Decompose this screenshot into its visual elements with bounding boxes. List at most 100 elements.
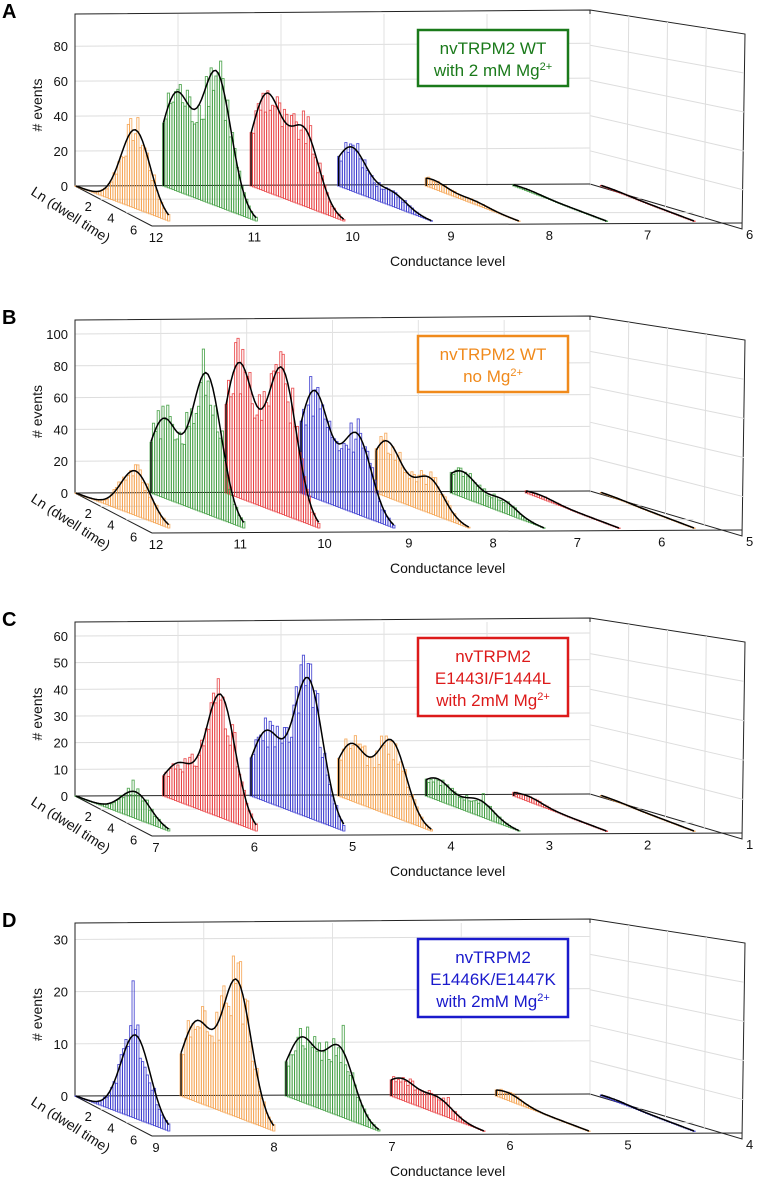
x-tick-label: 6 [658,534,665,549]
histogram-bar [329,1061,333,1114]
x-tick-label: 5 [349,839,356,854]
histogram-bar [194,412,198,511]
histogram-bar [166,776,170,799]
fit-curve [601,794,695,832]
histogram-bar [399,1081,403,1101]
fit-curve [496,1089,590,1132]
x-tick-label: 6 [251,840,258,855]
gridline [626,924,630,1107]
histogram-bar [394,743,398,818]
histogram-bar [415,1088,419,1107]
x-tick-label: 7 [388,1139,395,1154]
histogram-bar [107,803,111,810]
histogram-bar [178,768,182,803]
histogram-bar [474,800,478,816]
histogram-bar [285,113,289,200]
histogram-bar [401,770,405,821]
histogram-bar [280,742,284,809]
histogram-bar [204,394,208,515]
legend-superscript: 2+ [540,61,553,73]
histogram-bar [346,744,350,801]
histogram-bar [211,692,216,816]
fit-curve [513,791,607,832]
histogram-bar [141,800,145,822]
histogram-bar [261,740,265,801]
histogram-bar [214,702,218,817]
histogram-bar [318,408,322,501]
y-tick-label: 50 [54,656,68,671]
histogram-bar [95,1101,100,1105]
fit-curve [285,1035,380,1130]
histogram-bar [253,1068,257,1125]
histogram-bar [413,1089,417,1106]
histogram-bar [133,1029,138,1119]
x-tick-label: 5 [746,534,753,549]
histogram-bar [206,380,210,515]
fit-curve [450,470,545,529]
histogram-bar [459,467,463,498]
histogram-bar [188,96,192,197]
histogram-bar [238,773,242,826]
gridline [626,15,630,197]
histogram-bar [469,800,473,814]
floor-back-edge [74,183,591,187]
histogram-bar [105,499,109,506]
histogram-series [162,678,258,832]
histogram-bar [209,67,213,205]
histogram-bar [372,767,376,810]
x-tick-label: 6 [746,227,753,242]
histogram-series [149,348,246,529]
histogram-bar [117,799,121,813]
histogram-bar [267,405,271,510]
histogram-bar [216,431,220,519]
histogram-bar [377,447,381,495]
legend-line: nvTRPM2 [455,647,531,666]
histogram-bar [344,1064,348,1119]
fit-curve [162,693,257,826]
histogram-bar [380,509,384,524]
histogram-bar [284,383,288,516]
gridline [626,623,630,807]
histogram-bar [279,351,283,515]
gridline [703,635,707,829]
histogram-bar [330,206,334,217]
gridline [74,112,591,117]
histogram-bar [98,1100,102,1106]
histogram-bar [332,803,336,828]
legend-line: E1443I/F1444L [435,669,551,688]
panel-label: C [2,609,16,631]
gridline [589,724,745,761]
gridline [589,150,745,191]
x-axis-label: Conductance level [390,863,505,879]
z-tick-label: 4 [107,821,114,836]
histogram-bar [375,750,379,811]
histogram-bar [110,181,114,200]
histogram-bar [273,105,277,196]
histogram-series [74,117,171,222]
histogram-bar [384,432,388,498]
histogram-bar [105,804,109,809]
histogram-bar [344,444,348,511]
histogram-bar [341,151,346,189]
histogram-bar [387,753,391,816]
y-tick-label: 60 [54,629,68,644]
histogram-bar [297,138,301,205]
histogram-bar [504,500,508,515]
histogram-bar [266,90,270,193]
histogram-bar [223,119,227,210]
histogram-bar [370,756,374,810]
histogram-bar [306,404,310,497]
histogram-bar [269,373,273,511]
x-tick-label: 8 [270,1139,277,1154]
z-tick-label: 6 [130,529,137,544]
histogram-bar [193,1028,197,1102]
histogram-bar [187,425,191,508]
panel-label: D [2,910,16,932]
histogram-bar [143,1066,147,1123]
histogram-series [424,176,521,222]
histogram-bar [328,784,332,827]
histogram-bar [420,1090,424,1109]
histogram-bar [182,443,186,507]
histogram-bar [189,1036,193,1101]
histogram-bar [188,756,192,807]
